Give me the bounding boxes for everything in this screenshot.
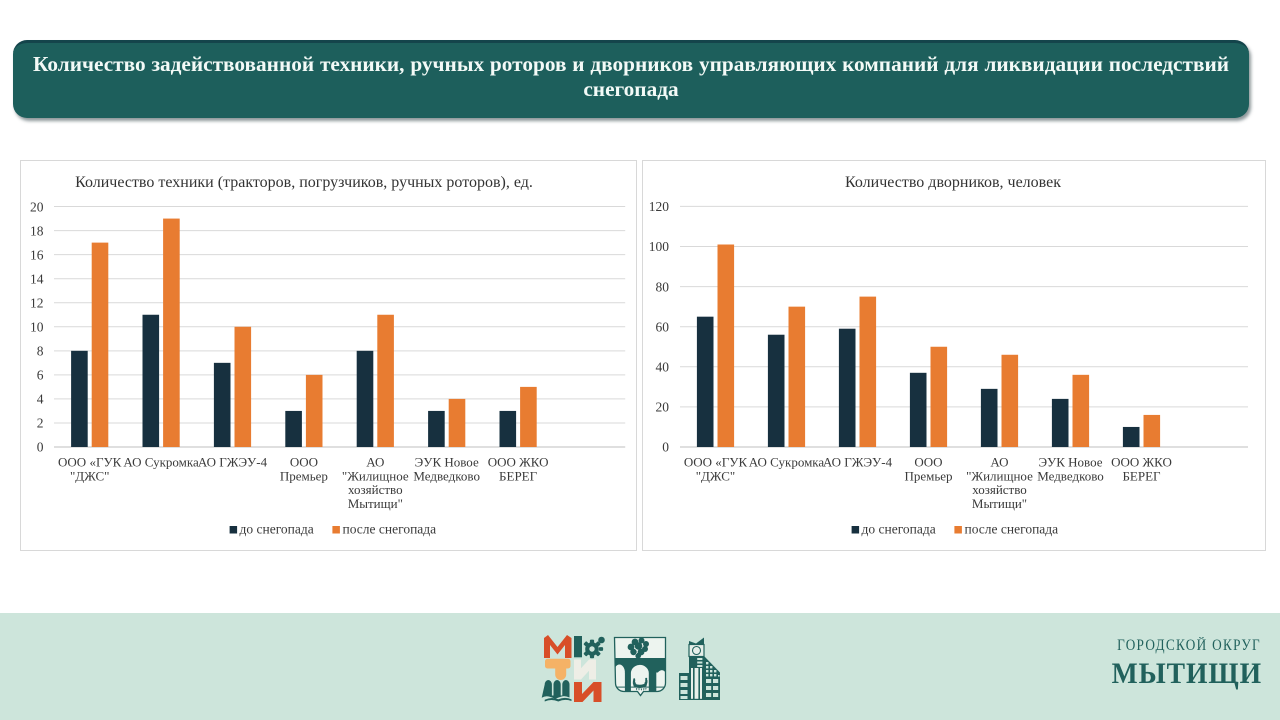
svg-text:ООО «ГУК: ООО «ГУК — [684, 455, 748, 470]
svg-text:до снегопада: до снегопада — [862, 522, 936, 537]
svg-text:8: 8 — [37, 344, 44, 359]
svg-text:Количество техники (тракторов,: Количество техники (тракторов, погрузчик… — [75, 174, 533, 191]
svg-text:Медведково: Медведково — [1037, 468, 1104, 483]
svg-text:18: 18 — [30, 223, 44, 238]
svg-text:ЭУК Новое: ЭУК Новое — [415, 455, 479, 470]
svg-text:80: 80 — [656, 279, 670, 294]
svg-text:60: 60 — [656, 319, 670, 334]
svg-text:16: 16 — [30, 247, 44, 262]
svg-text:АО: АО — [990, 455, 1008, 470]
svg-text:40: 40 — [656, 360, 670, 375]
svg-text:ООО: ООО — [290, 455, 318, 470]
svg-text:ЭУК Новое: ЭУК Новое — [1038, 455, 1102, 470]
svg-text:20: 20 — [656, 400, 670, 415]
svg-text:АО ГЖЭУ-4: АО ГЖЭУ-4 — [823, 455, 893, 470]
svg-text:хозяйство: хозяйство — [972, 482, 1027, 497]
svg-text:"Жилищное: "Жилищное — [342, 468, 409, 483]
svg-text:4: 4 — [37, 392, 44, 407]
svg-text:после снегопада: после снегопада — [343, 522, 437, 537]
svg-text:100: 100 — [649, 239, 670, 254]
svg-text:АО Сукромка: АО Сукромка — [123, 455, 199, 470]
svg-text:ООО: ООО — [914, 455, 942, 470]
svg-text:14: 14 — [30, 271, 44, 286]
svg-text:"ДЖС": "ДЖС" — [70, 468, 109, 483]
svg-text:12: 12 — [30, 295, 44, 310]
svg-text:БЕРЕГ: БЕРЕГ — [1122, 468, 1161, 483]
svg-text:АО: АО — [366, 455, 384, 470]
svg-text:120: 120 — [649, 199, 670, 214]
svg-text:Премьер: Премьер — [280, 468, 328, 483]
svg-text:до снегопада: до снегопада — [240, 522, 314, 537]
svg-text:Количество дворников, человек: Количество дворников, человек — [845, 174, 1061, 191]
svg-text:ООО ЖКО: ООО ЖКО — [1111, 455, 1172, 470]
svg-text:"ДЖС": "ДЖС" — [696, 468, 735, 483]
svg-text:Мытищи": Мытищи" — [972, 496, 1027, 511]
svg-text:6: 6 — [37, 368, 44, 383]
svg-text:10: 10 — [30, 319, 44, 334]
svg-text:ООО ЖКО: ООО ЖКО — [488, 455, 549, 470]
svg-text:АО Сукромка: АО Сукромка — [749, 455, 825, 470]
svg-text:0: 0 — [37, 440, 44, 455]
svg-text:0: 0 — [662, 440, 669, 455]
svg-text:БЕРЕГ: БЕРЕГ — [499, 468, 538, 483]
svg-text:Премьер: Премьер — [904, 468, 952, 483]
svg-text:"Жилищное: "Жилищное — [966, 468, 1033, 483]
svg-text:после снегопада: после снегопада — [965, 522, 1059, 537]
svg-text:Медведково: Медведково — [413, 468, 480, 483]
svg-text:Мытищи": Мытищи" — [348, 496, 403, 511]
svg-text:хозяйство: хозяйство — [348, 482, 403, 497]
svg-text:АО ГЖЭУ-4: АО ГЖЭУ-4 — [198, 455, 268, 470]
svg-text:2: 2 — [37, 416, 44, 431]
svg-text:20: 20 — [30, 199, 44, 214]
svg-text:ООО «ГУК: ООО «ГУК — [58, 455, 122, 470]
